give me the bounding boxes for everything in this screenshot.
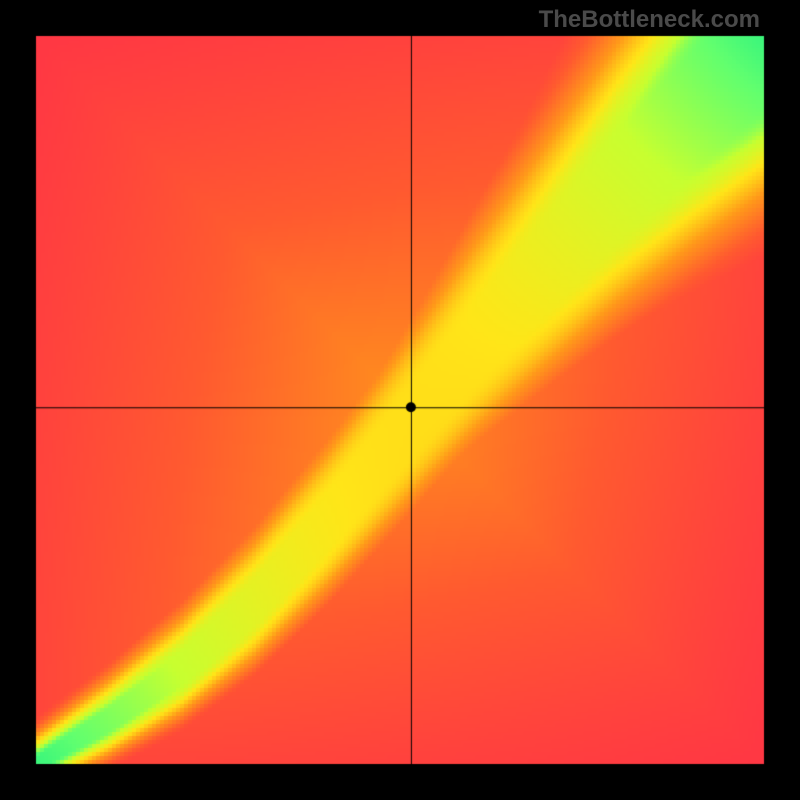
bottleneck-heatmap [0, 0, 800, 800]
watermark-text: TheBottleneck.com [539, 6, 760, 34]
chart-container: TheBottleneck.com [0, 0, 800, 800]
